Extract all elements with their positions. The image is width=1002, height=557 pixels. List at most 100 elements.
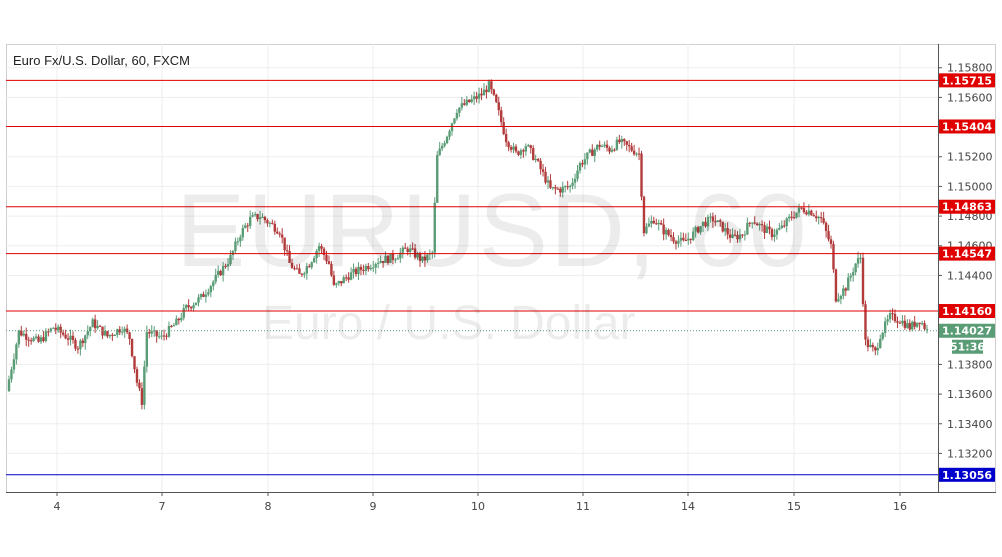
candle-body xyxy=(396,258,400,260)
candle-body xyxy=(202,294,205,297)
price-tick-label: 1.13200 xyxy=(947,447,993,460)
candle-body xyxy=(908,323,911,330)
candle-body xyxy=(805,212,808,215)
candle-body xyxy=(632,150,636,155)
candle-body xyxy=(748,222,751,224)
candle-body xyxy=(502,122,505,135)
candle-body xyxy=(443,143,446,146)
candle-body xyxy=(288,250,291,263)
candle-body xyxy=(27,339,30,341)
candle-body xyxy=(915,322,919,327)
time-tick-label: 11 xyxy=(576,500,590,513)
candle-body xyxy=(440,145,444,149)
candle-body xyxy=(625,141,628,145)
candle-body xyxy=(554,187,557,189)
candle-body xyxy=(509,147,513,150)
candle-body xyxy=(623,139,626,142)
candle-body xyxy=(42,337,45,341)
candle-body xyxy=(362,270,365,272)
candle-body xyxy=(283,237,286,251)
candle-body xyxy=(883,321,887,333)
candle-body xyxy=(608,147,611,152)
candle-body xyxy=(37,336,40,342)
level-label-bg xyxy=(939,119,995,134)
candle-body xyxy=(219,270,222,276)
level-label: 1.14547 xyxy=(942,248,992,261)
price-tick-label: 1.13400 xyxy=(947,418,993,431)
candle-body xyxy=(379,261,382,263)
candle-body xyxy=(495,94,498,103)
time-axis-ticks: 4 7 8 9 10 11 14 15 16 xyxy=(54,492,907,513)
candle-body xyxy=(529,145,532,149)
candle-body xyxy=(731,234,734,238)
candle-body xyxy=(342,277,345,284)
level-label-bg xyxy=(939,467,995,482)
candle-body xyxy=(49,328,53,332)
candle-body xyxy=(881,332,884,339)
candle-body xyxy=(241,228,245,238)
candle-body xyxy=(517,151,520,155)
candle-body xyxy=(150,331,153,334)
candle-body xyxy=(701,221,705,227)
candle-body xyxy=(239,237,242,242)
candle-body xyxy=(354,268,358,275)
candle-body xyxy=(10,369,13,380)
candle-body xyxy=(549,180,552,188)
candle-body xyxy=(819,217,823,219)
candle-body xyxy=(864,304,867,340)
candle-body xyxy=(276,231,279,234)
candle-body xyxy=(628,144,631,147)
candle-body xyxy=(519,150,523,155)
candle-body xyxy=(869,344,872,348)
candle-body xyxy=(470,99,473,103)
candle-body xyxy=(790,216,793,218)
candle-body xyxy=(266,220,269,224)
candle-body xyxy=(347,277,350,280)
candle-body xyxy=(15,344,18,360)
candle-body xyxy=(812,215,815,217)
candle-body xyxy=(253,214,257,216)
candle-body xyxy=(490,81,493,90)
candle-body xyxy=(79,340,82,350)
candle-body xyxy=(687,238,690,241)
candle-body xyxy=(544,171,547,183)
time-tick-label: 16 xyxy=(893,500,907,513)
candle-body xyxy=(226,264,230,267)
candle-body xyxy=(374,264,377,268)
candle-body xyxy=(308,266,311,268)
candle-body xyxy=(327,261,331,264)
candle-body xyxy=(167,325,171,337)
candle-body xyxy=(854,263,857,273)
candle-body xyxy=(44,331,48,341)
candle-body xyxy=(263,216,267,221)
level-label-bg xyxy=(939,246,995,261)
time-tick-label: 15 xyxy=(787,500,801,513)
candle-body xyxy=(246,225,249,227)
candle-body xyxy=(157,336,161,338)
candle-body xyxy=(125,328,129,333)
candle-body xyxy=(714,221,717,223)
candle-body xyxy=(145,332,149,367)
candle-body xyxy=(504,134,508,143)
level-label-bg xyxy=(939,304,995,319)
candle-body xyxy=(364,265,368,271)
chart-title: Euro Fx/U.S. Dollar, 60, FXCM xyxy=(13,53,190,68)
candle-body xyxy=(197,297,200,303)
candle-body xyxy=(69,335,72,340)
candle-body xyxy=(357,266,360,275)
candle-body xyxy=(541,169,545,172)
candle-body xyxy=(507,142,510,148)
level-label-bg xyxy=(939,73,995,88)
candle-body xyxy=(86,331,89,336)
candle-body xyxy=(372,267,375,269)
candle-body xyxy=(522,150,525,152)
candle-body xyxy=(559,188,562,193)
time-tick-label: 10 xyxy=(471,500,485,513)
candle-body xyxy=(785,218,788,227)
level-label: 1.15404 xyxy=(942,120,992,133)
candle-body xyxy=(64,334,67,339)
candle-body xyxy=(472,96,476,100)
candle-body xyxy=(539,160,542,170)
candle-body xyxy=(694,227,697,232)
candle-body xyxy=(849,275,852,278)
